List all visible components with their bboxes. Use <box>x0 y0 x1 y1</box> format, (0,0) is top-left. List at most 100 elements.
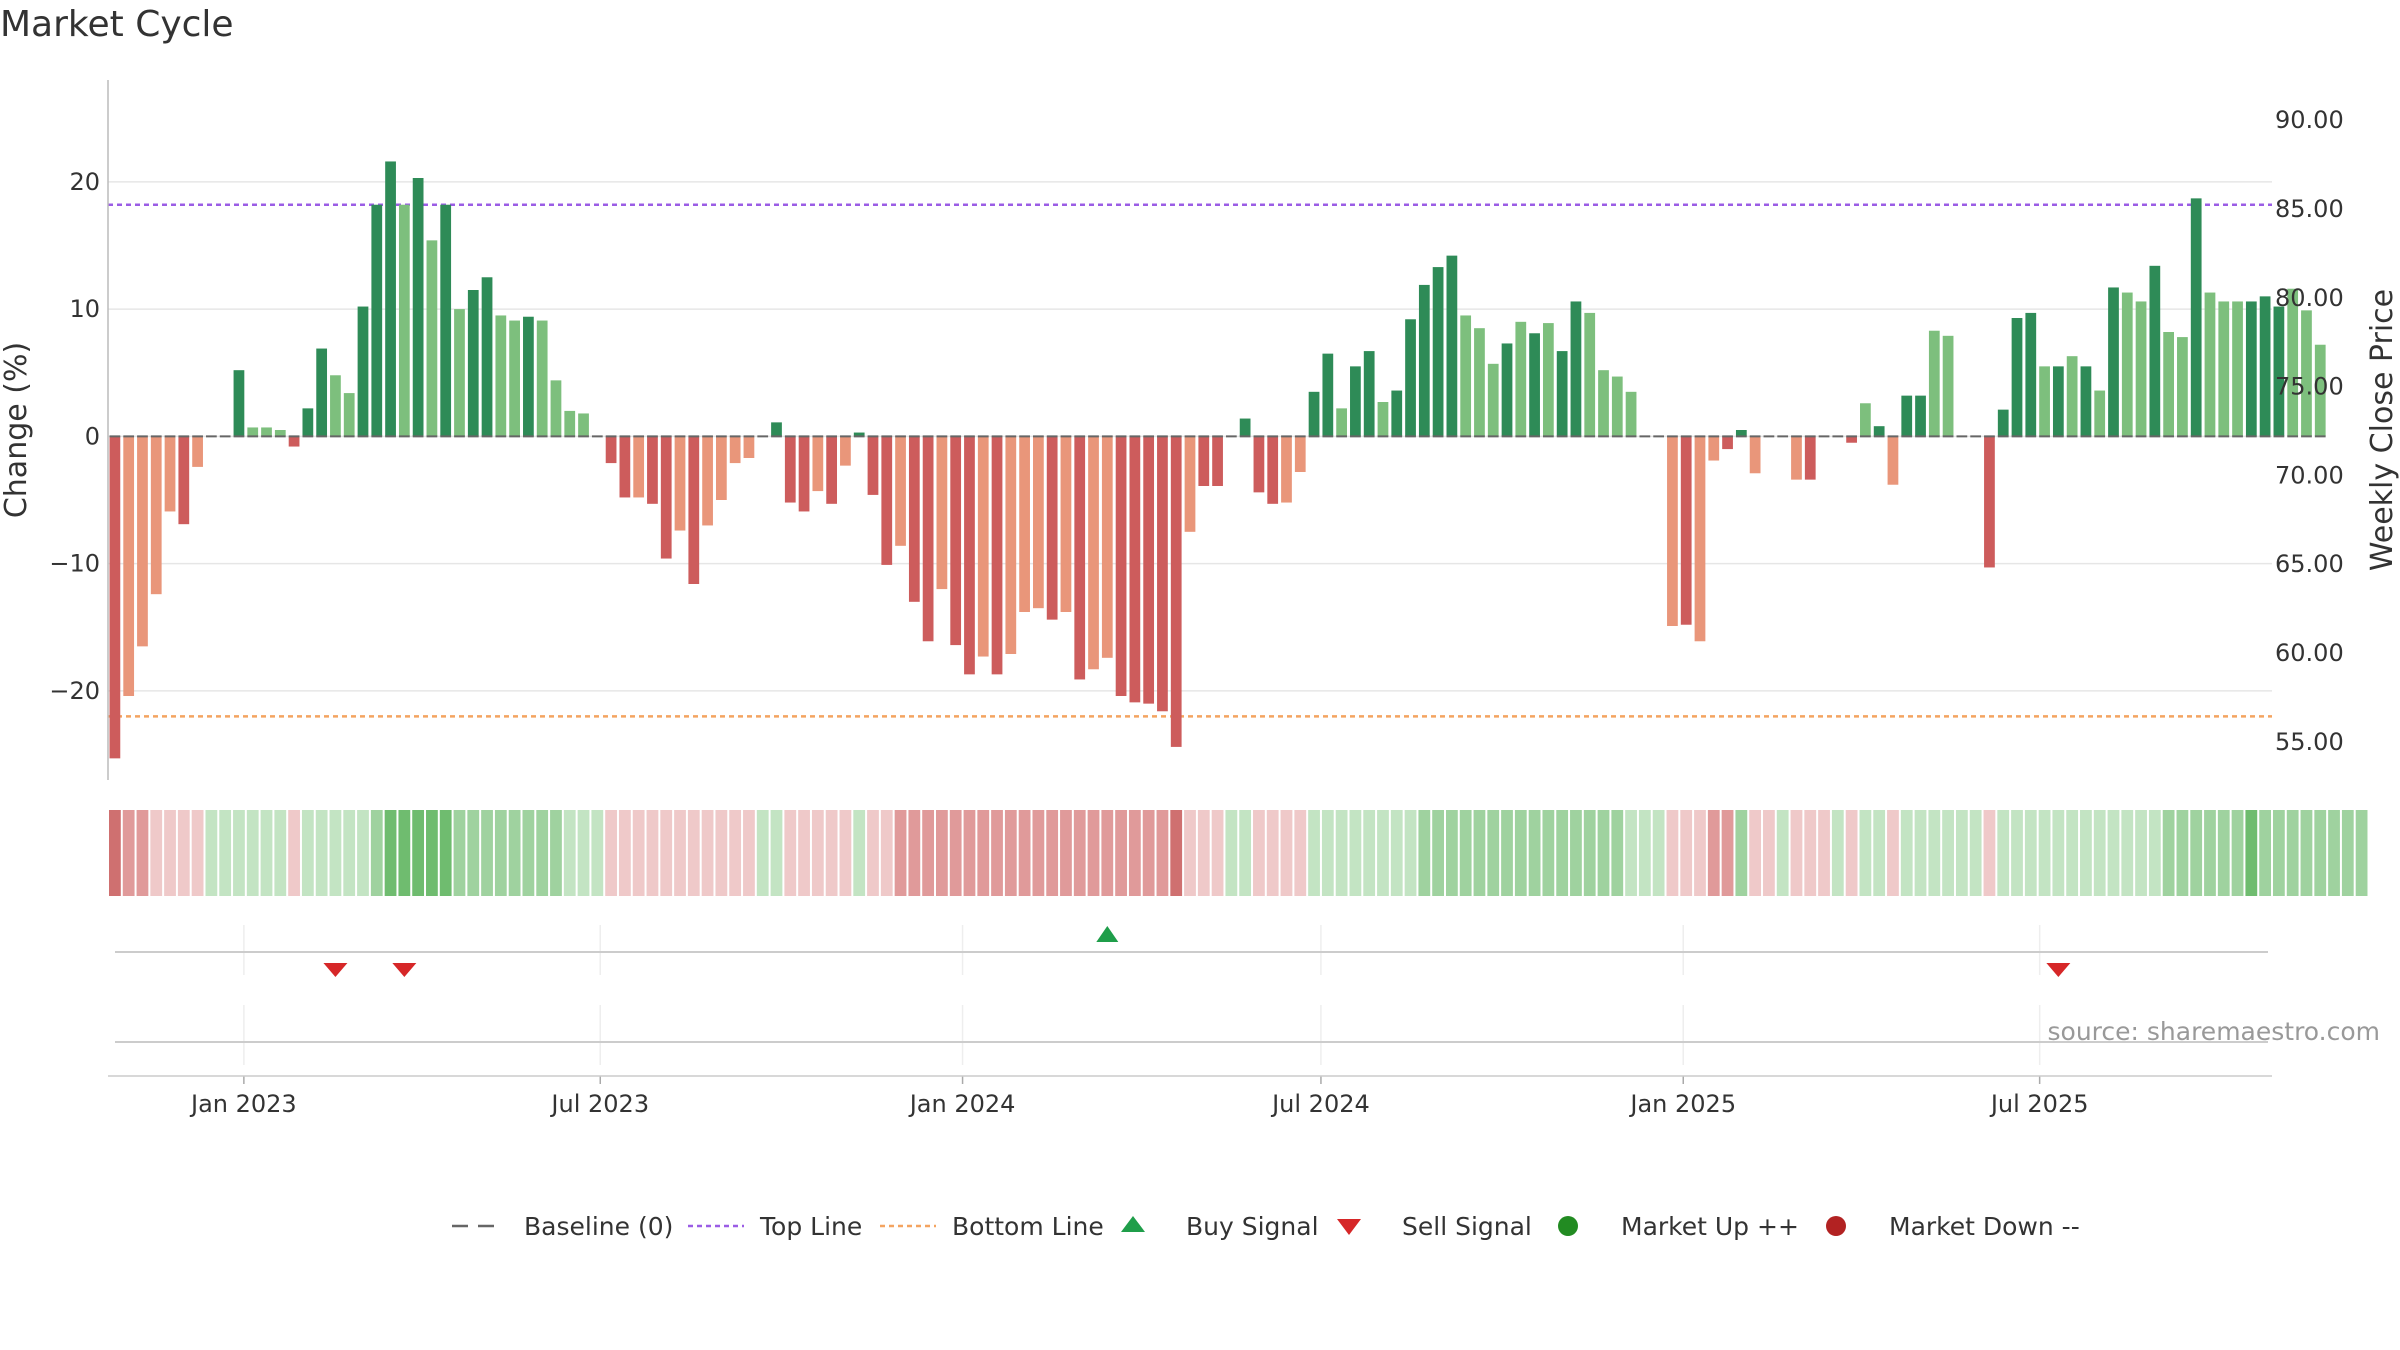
strip-cell <box>288 810 300 896</box>
strip-cell <box>1225 810 1238 896</box>
change-bar <box>1391 390 1403 437</box>
change-bar <box>495 315 507 437</box>
strip-cell <box>536 810 549 896</box>
change-bar <box>1446 255 1458 437</box>
strip-cell <box>2121 810 2134 896</box>
change-bar <box>578 413 589 437</box>
change-bar <box>426 240 438 437</box>
strip-cell <box>1680 810 1693 896</box>
change-bar <box>895 436 906 546</box>
strip-cell <box>1404 810 1417 896</box>
change-bar <box>1694 436 1706 642</box>
strip-cell <box>1997 810 2010 896</box>
change-bar <box>2232 301 2243 437</box>
change-bar <box>1501 343 1513 437</box>
change-bar <box>1322 353 1334 437</box>
change-bar <box>1584 312 1596 437</box>
change-bar <box>1667 436 1678 626</box>
change-bar <box>2273 306 2285 437</box>
strip-cell <box>839 810 852 896</box>
legend-buy-swatch <box>1121 1216 1145 1232</box>
strip-cell <box>412 810 425 896</box>
strip-cell <box>1308 810 1320 896</box>
strip-cell <box>1873 810 1886 896</box>
strip-cell <box>522 810 535 896</box>
change-bar <box>123 436 135 696</box>
strip-cell <box>743 810 755 896</box>
y2-tick-label: 70.00 <box>2275 461 2344 489</box>
strip-cell <box>2024 810 2037 896</box>
strip-cell <box>1280 810 1293 896</box>
change-bar <box>1984 436 1995 568</box>
y2-tick-label: 80.00 <box>2275 284 2344 312</box>
strip-cell <box>1211 810 1224 896</box>
strip-cell <box>1487 810 1500 896</box>
strip-cell <box>2355 810 2368 896</box>
y2-tick-label: 65.00 <box>2275 550 2344 578</box>
change-bar <box>908 436 920 602</box>
x-tick-label: Jul 2025 <box>1989 1090 2089 1118</box>
change-bar <box>454 309 465 437</box>
change-bar <box>233 370 245 437</box>
change-bar <box>109 436 121 759</box>
change-bar <box>743 436 755 458</box>
strip-cell <box>1749 810 1762 896</box>
change-bar <box>2177 337 2188 437</box>
strip-cell <box>1156 810 1169 896</box>
strip-cell <box>1969 810 1982 896</box>
x-tick-label: Jan 2023 <box>189 1090 297 1118</box>
strip-cell <box>991 810 1003 896</box>
strip-cell <box>1983 810 1996 896</box>
change-bar <box>357 306 369 437</box>
change-bar <box>1115 436 1127 696</box>
strip-cell <box>1101 810 1114 896</box>
change-bar <box>2149 265 2161 437</box>
change-bar <box>2218 301 2230 437</box>
strip-cell <box>2162 810 2175 896</box>
strip-cell <box>2300 810 2313 896</box>
change-bar <box>330 375 341 437</box>
strip-cell <box>1170 810 1183 896</box>
axes: −20 −10 0 10 20 55.00 60.00 65.00 70.00 75.00 80.0… <box>0 80 2400 780</box>
strip-cell <box>1776 810 1789 896</box>
strip-cell <box>370 810 383 896</box>
change-bar <box>1515 321 1527 437</box>
change-bar <box>964 436 975 675</box>
change-bar <box>440 204 452 437</box>
y2-tick-label: 75.00 <box>2275 373 2344 401</box>
change-bar <box>619 436 631 498</box>
strip-cell <box>798 810 810 896</box>
change-bar <box>1487 363 1499 437</box>
change-bar <box>261 427 272 437</box>
y2-tick-label: 90.00 <box>2275 106 2344 134</box>
change-bar <box>1570 301 1582 437</box>
change-bar <box>1129 436 1141 703</box>
strip-cell <box>729 810 742 896</box>
change-bar <box>1860 403 1871 437</box>
change-bar <box>302 408 314 437</box>
strip-cell <box>563 810 576 896</box>
strip-cell <box>1432 810 1444 896</box>
change-bar <box>853 432 865 437</box>
change-bar <box>784 436 796 503</box>
strip-cell <box>1790 810 1803 896</box>
strip-cell <box>1831 810 1844 896</box>
legend-market-down-swatch <box>1826 1216 1846 1236</box>
strip-cell <box>1887 810 1899 896</box>
y-tick-label: −20 <box>49 677 100 705</box>
strip-cell <box>2217 810 2230 896</box>
change-bar <box>2121 292 2133 437</box>
strip-cell <box>1501 810 1513 896</box>
strip-cell <box>1556 810 1569 896</box>
strip-cell <box>1611 810 1624 896</box>
strip-cell <box>977 810 990 896</box>
strip-cell <box>1445 810 1458 896</box>
strip-cell <box>963 810 976 896</box>
change-bar <box>1377 402 1389 437</box>
change-bar <box>881 436 893 565</box>
change-bar <box>1336 408 1347 437</box>
strip-cell <box>1184 810 1196 896</box>
y2-axis-label: Weekly Close Price <box>2365 289 2400 571</box>
change-bar <box>1901 395 1913 437</box>
change-bar <box>2259 296 2271 437</box>
